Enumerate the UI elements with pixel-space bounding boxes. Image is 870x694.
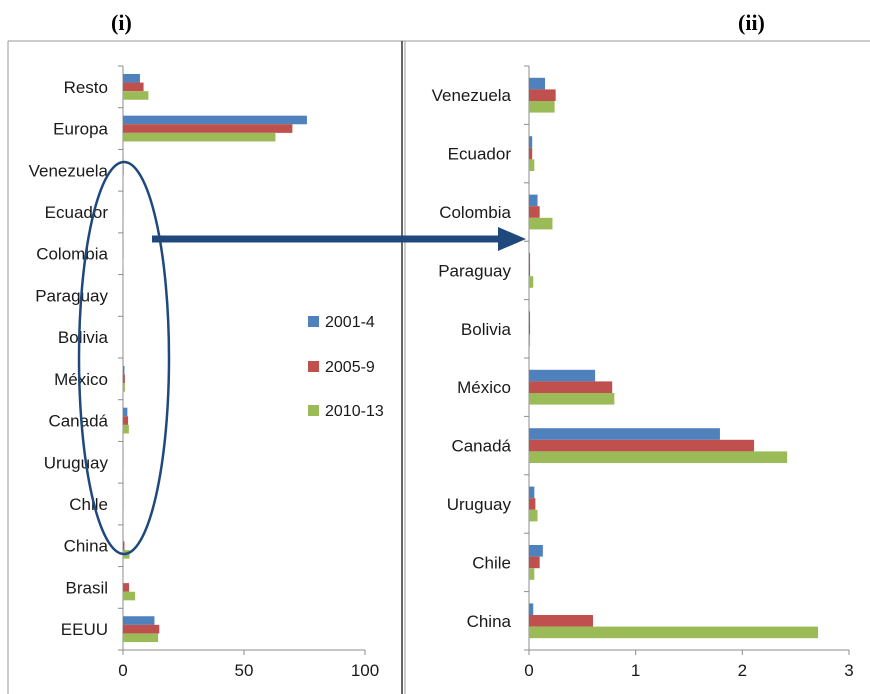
bar-china-2005-9 [529,615,593,627]
category-label-venezuela: Venezuela [29,161,109,180]
x-tick-label: 0 [524,661,533,680]
category-label-colombia: Colombia [439,203,511,222]
bar-chile-2005-9 [529,556,540,569]
bar-paraguay-2001-4 [529,253,531,265]
category-label-venezuela: Venezuela [432,86,512,105]
bar-chile-2010-13 [529,568,535,580]
bar-colombia-2005-9 [529,206,540,218]
bar-canada-2001-4 [529,428,720,440]
bar-colombia-2010-13 [123,258,124,267]
bar-eeuu-2005-9 [123,624,160,634]
category-label-brasil: Brasil [65,578,108,597]
category-label-colombia: Colombia [36,245,108,264]
bar-colombia-2001-4 [529,194,538,207]
bar-mexico-2001-4 [529,369,596,382]
category-label-china: China [467,612,512,631]
chart-panel-ii: Venezuela Ecuador Colombia Paraguay Bolivia M… [432,65,854,680]
bar-ecuador-2005-9 [529,147,533,160]
bar-eeuu-2001-4 [123,616,155,625]
category-label-europa: Europa [53,120,108,139]
category-label-uruguay: Uruguay [44,453,109,472]
category-label-chile: Chile [472,553,511,572]
bar-bolivia-2001-4 [529,311,531,323]
bar-canada-2001-4 [123,407,128,417]
bar-venezuela-2005-9 [123,165,124,175]
x-tick-label: 0 [118,661,127,680]
bar-china-2001-4 [529,603,534,615]
bar-ecuador-2010-13 [529,159,535,171]
legend: 2001-4 2005-9 2010-13 [308,314,384,420]
bar-resto-2005-9 [123,82,144,92]
bar-chile-2001-4 [529,545,543,557]
bar-brasil-2005-9 [123,583,130,592]
category-label-canada: Canadá [48,412,108,431]
x-tick-label: 2 [738,661,747,680]
legend-swatch-2001-4 [308,316,319,327]
bar-colombia-2010-13 [529,217,553,230]
legend-label-2010-13: 2010-13 [325,403,384,420]
category-label-bolivia: Bolivia [58,328,109,347]
category-label-ecuador: Ecuador [45,203,109,222]
bar-mexico-2001-4 [123,365,125,375]
chart-panel-i: Resto Europa Venezuela Ecuador Colombia Parag… [29,65,379,680]
bar-china-2005-9 [123,541,125,551]
category-label-mexico: México [54,370,108,389]
bar-paraguay-2005-9 [529,264,531,277]
bar-mexico-2005-9 [123,374,125,384]
bar-uruguay-2001-4 [529,486,535,499]
x-tick-label: 50 [235,661,254,680]
bar-europa-2005-9 [123,124,293,133]
bar-paraguay-2010-13 [529,276,534,288]
category-label-chile: Chile [69,495,108,514]
bar-resto-2010-13 [123,91,149,100]
x-tick-label: 100 [351,661,379,680]
bar-ecuador-2001-4 [529,136,533,148]
bar-resto-2001-4 [123,73,140,83]
bar-venezuela-2005-9 [529,89,556,101]
category-label-mexico: México [457,378,511,397]
bar-canada-2005-9 [529,439,755,452]
bar-eeuu-2010-13 [123,633,159,643]
legend-swatch-2005-9 [308,361,319,372]
category-label-resto: Resto [64,78,108,97]
legend-label-2005-9: 2005-9 [325,359,375,376]
bar-uruguay-2005-9 [529,498,536,510]
category-label-paraguay: Paraguay [35,286,108,305]
x-tick-label: 3 [844,661,853,680]
bar-canada-2010-13 [123,424,129,434]
bar-china-2010-13 [529,626,819,639]
panel-label-ii: (ii) [738,10,765,35]
bar-europa-2010-13 [123,132,276,142]
bar-mexico-2005-9 [529,381,613,393]
legend-swatch-2010-13 [308,405,319,416]
bar-brasil-2010-13 [123,591,136,601]
category-label-paraguay: Paraguay [438,261,511,280]
category-label-canada: Canadá [451,437,511,456]
x-tick-label: 1 [631,661,640,680]
bar-venezuela-2010-13 [529,101,555,113]
bar-mexico-2010-13 [123,383,125,392]
bar-bolivia-2010-13 [529,334,531,347]
bar-canada-2010-13 [529,451,788,463]
category-label-bolivia: Bolivia [461,320,512,339]
category-label-china: China [64,537,109,556]
category-label-eeuu: EEUU [61,620,108,639]
annotation-arrow-head [498,227,526,251]
bar-venezuela-2010-13 [123,174,124,184]
panel-label-i: (i) [111,10,132,35]
category-label-ecuador: Ecuador [448,145,512,164]
bar-uruguay-2010-13 [529,509,538,522]
legend-label-2001-4: 2001-4 [325,314,375,331]
bar-canada-2005-9 [123,416,129,425]
bar-europa-2001-4 [123,115,307,125]
highlight-ellipse [77,160,171,556]
category-label-uruguay: Uruguay [447,495,512,514]
bar-mexico-2010-13 [529,393,615,405]
bar-venezuela-2001-4 [529,77,545,90]
bar-bolivia-2005-9 [529,323,531,335]
